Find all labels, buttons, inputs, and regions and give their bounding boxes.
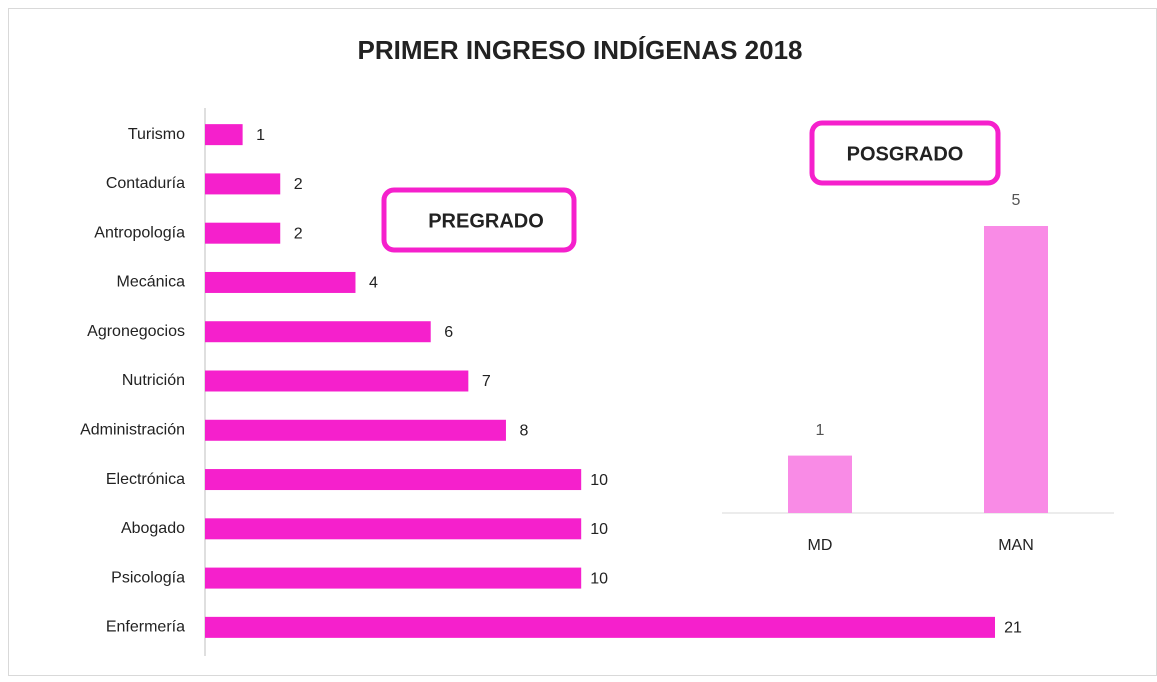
annotation: POSGRADO xyxy=(847,143,964,165)
data-label: 4 xyxy=(369,275,378,292)
annotation-box xyxy=(809,120,1001,186)
y-tick-label: Agronegocios xyxy=(87,323,185,340)
y-tick-label: Nutrición xyxy=(122,372,185,389)
x-tick-label: MD xyxy=(808,537,833,554)
data-label: 2 xyxy=(294,225,303,242)
y-tick-label: Enfermería xyxy=(106,619,185,636)
data-label: 10 xyxy=(590,570,608,587)
annotation: PREGRADO xyxy=(428,210,544,232)
data-label: 8 xyxy=(519,422,528,439)
data-label: 5 xyxy=(1012,192,1021,209)
data-label: 7 xyxy=(482,373,491,390)
y-tick-label: Turismo xyxy=(128,126,185,143)
y-tick-label: Contaduría xyxy=(106,175,185,192)
bar xyxy=(205,124,243,146)
bar xyxy=(205,222,281,244)
y-tick-label: Electrónica xyxy=(106,471,185,488)
y-tick-label: Administración xyxy=(80,421,185,438)
bar xyxy=(205,469,582,491)
bar xyxy=(205,173,281,195)
annotation-box xyxy=(381,187,577,253)
bar xyxy=(205,271,356,293)
bar xyxy=(984,226,1048,513)
y-tick-label: Antropología xyxy=(94,224,185,241)
bar xyxy=(205,518,582,540)
x-tick-label: MAN xyxy=(998,537,1034,554)
bar xyxy=(788,455,852,513)
bar xyxy=(205,567,582,589)
y-tick-label: Mecánica xyxy=(117,274,186,291)
data-label: 10 xyxy=(590,472,608,489)
bar xyxy=(205,321,431,343)
bar xyxy=(205,370,469,392)
data-label: 10 xyxy=(590,521,608,538)
bar xyxy=(205,419,506,441)
chart-border xyxy=(8,8,1157,676)
data-label: 1 xyxy=(816,422,825,439)
data-label: 21 xyxy=(1004,620,1022,637)
bar xyxy=(205,616,995,638)
y-tick-label: Psicología xyxy=(111,569,185,586)
data-label: 1 xyxy=(256,127,265,144)
data-label: 2 xyxy=(294,176,303,193)
chart-title: PRIMER INGRESO INDÍGENAS 2018 xyxy=(358,35,803,65)
y-tick-label: Abogado xyxy=(121,520,185,537)
data-label: 6 xyxy=(444,324,453,341)
